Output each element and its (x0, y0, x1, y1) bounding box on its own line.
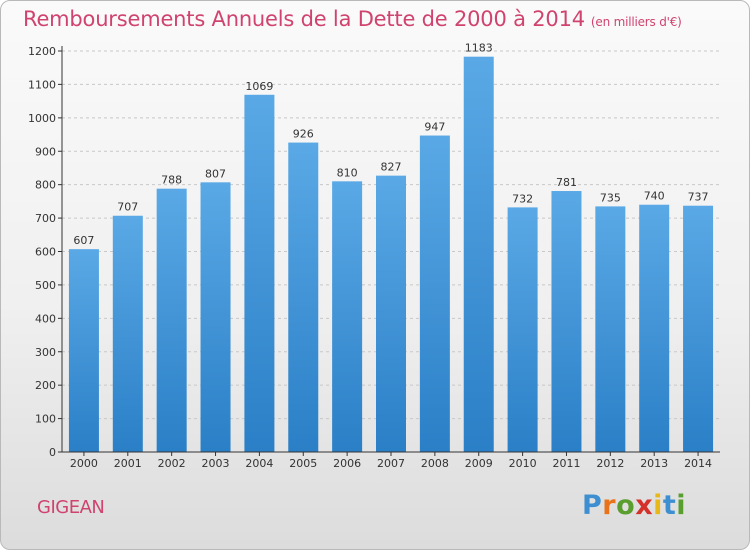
x-tick-label: 2011 (552, 457, 580, 470)
x-tick-label: 2010 (509, 457, 537, 470)
bar-value-label: 926 (293, 128, 314, 141)
x-tick-label: 2009 (465, 457, 493, 470)
y-tick-label: 0 (49, 446, 56, 459)
chart-title-text: Remboursements Annuels de la Dette de 20… (23, 7, 585, 31)
y-tick-label: 1000 (28, 112, 56, 125)
proxiti-logo: Proxiti (582, 490, 686, 521)
x-tick-label: 2006 (333, 457, 361, 470)
bar-value-label: 1183 (465, 42, 493, 55)
city-name: GIGEAN (37, 497, 105, 518)
y-tick-label: 500 (35, 279, 56, 292)
y-tick-label: 700 (35, 212, 56, 225)
bar-value-label: 827 (381, 161, 402, 174)
chart-subtitle: (en milliers d'€) (590, 15, 682, 29)
bar-value-label: 740 (644, 190, 665, 203)
x-tick-label: 2007 (377, 457, 405, 470)
x-tick-label: 2001 (114, 457, 142, 470)
y-tick-label: 1200 (28, 45, 56, 58)
x-tick-label: 2012 (596, 457, 624, 470)
bar (68, 249, 99, 452)
bar-value-label: 737 (688, 191, 709, 204)
logo-letter: r (602, 490, 617, 521)
y-tick-label: 900 (35, 145, 56, 158)
x-tick-label: 2000 (70, 457, 98, 470)
bar (639, 204, 670, 452)
logo-letter: i (653, 490, 663, 521)
bar (200, 182, 231, 452)
bar (112, 215, 143, 452)
bar (288, 142, 319, 453)
bar (156, 188, 187, 452)
bar (376, 175, 406, 452)
logo-letter: t (662, 490, 677, 521)
bar-value-label: 947 (424, 121, 445, 134)
x-tick-label: 2002 (158, 457, 186, 470)
logo-letter: i (676, 490, 687, 521)
bar-value-label: 732 (512, 192, 533, 205)
x-tick-label: 2005 (289, 457, 317, 470)
bar (683, 205, 714, 452)
bar (244, 94, 275, 453)
bar (551, 191, 582, 452)
logo-letter: x (635, 490, 654, 521)
bar-value-label: 807 (205, 167, 226, 180)
bar-value-label: 707 (117, 201, 138, 214)
x-tick-label: 2008 (421, 457, 449, 470)
bar-chart: 0 100 200 300 400 500 600 700 800 900 1000 1100 1200… (28, 42, 720, 470)
x-tick-label: 2013 (640, 457, 668, 470)
y-tick-label: 400 (35, 312, 56, 325)
bar-value-label: 607 (73, 234, 94, 247)
bar-value-label: 735 (600, 191, 621, 204)
bar (332, 181, 363, 452)
bar (463, 56, 494, 452)
y-tick-label: 300 (35, 346, 56, 359)
bar-value-label: 1069 (245, 80, 273, 93)
chart-title: Remboursements Annuels de la Dette de 20… (23, 7, 682, 31)
bar (595, 206, 626, 452)
x-tick-label: 2014 (684, 457, 712, 470)
y-tick-label: 800 (35, 179, 56, 192)
logo-letter: P (582, 490, 603, 521)
bar (507, 207, 538, 452)
logo-letter: o (616, 490, 636, 521)
bar-value-label: 788 (161, 174, 182, 187)
y-tick-label: 200 (35, 379, 56, 392)
bar-value-label: 781 (556, 176, 577, 189)
bar (419, 135, 450, 452)
bar-value-label: 810 (337, 166, 358, 179)
y-tick-label: 1100 (28, 78, 56, 91)
y-tick-label: 600 (35, 246, 56, 259)
y-tick-label: 100 (35, 413, 56, 426)
x-tick-label: 2004 (245, 457, 273, 470)
x-tick-label: 2003 (202, 457, 230, 470)
